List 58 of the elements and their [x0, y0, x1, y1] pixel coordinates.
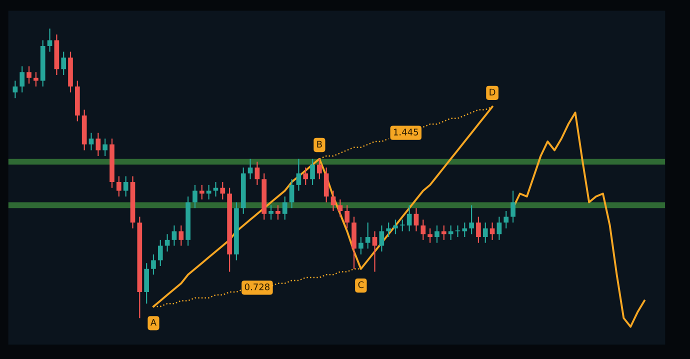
candlestick: [248, 158, 253, 180]
candlestick: [20, 66, 25, 93]
candlestick: [47, 28, 52, 52]
candlestick: [206, 184, 212, 200]
candlestick: [296, 158, 302, 192]
candlestick: [61, 51, 66, 76]
candlestick: [330, 190, 336, 212]
candlestick: [510, 190, 516, 224]
annotation: 1.445: [394, 128, 418, 136]
candlestick: [116, 176, 122, 198]
candlestick: [372, 230, 378, 272]
candlestick: [379, 224, 384, 252]
candlestick: [12, 80, 18, 99]
annotation: D: [490, 88, 496, 96]
candlestick: [282, 196, 288, 220]
candlestick: [151, 254, 156, 276]
candlestick: [172, 224, 177, 246]
annotation: C: [358, 281, 364, 288]
candlestick: [504, 210, 509, 229]
candlestick: [482, 222, 488, 244]
candlestick: [310, 158, 315, 186]
candlestick: [358, 236, 364, 255]
candlestick: [289, 178, 294, 209]
candlestick: [448, 224, 454, 240]
candlestick: [96, 132, 101, 157]
candlestick: [420, 219, 426, 240]
candlestick: [428, 228, 432, 244]
candlestick: [496, 216, 502, 240]
candlestick: [220, 181, 226, 200]
candlestick: [406, 204, 412, 232]
candlestick: [158, 239, 163, 267]
candlestick: [26, 66, 32, 84]
candlestick: [303, 167, 308, 186]
candlestick: [123, 176, 128, 198]
candlestick: [441, 224, 446, 240]
candlestick: [414, 208, 419, 232]
candlestick: [393, 219, 398, 235]
candlestick: [102, 138, 108, 157]
candlestick: [34, 72, 38, 88]
candlestick: [178, 224, 184, 246]
candlestick: [268, 204, 274, 220]
candlestick: [400, 219, 405, 232]
candlestick: [476, 216, 481, 244]
candlestick: [469, 204, 474, 235]
annotation: B: [317, 140, 322, 148]
candlestick: [365, 222, 370, 250]
candlestick: [317, 158, 322, 180]
candlestick: [144, 262, 149, 304]
candlestick: [276, 204, 280, 220]
candlestick: [88, 132, 94, 151]
candlestick: [254, 161, 260, 186]
candlestick: [434, 224, 440, 244]
candlestick: [324, 167, 329, 203]
text: A: [150, 319, 156, 326]
candlestick: [338, 198, 343, 218]
candlestick: [199, 184, 204, 200]
candlestick: [344, 204, 350, 229]
candlestick: [192, 184, 198, 209]
